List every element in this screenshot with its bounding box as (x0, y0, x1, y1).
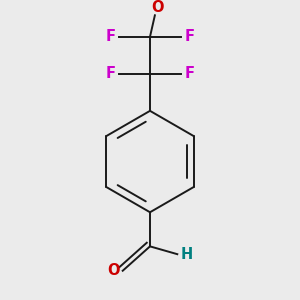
Text: H: H (180, 247, 193, 262)
Text: O: O (152, 0, 164, 15)
Text: F: F (106, 29, 116, 44)
Text: F: F (184, 66, 194, 81)
Text: F: F (106, 66, 116, 81)
Text: F: F (184, 29, 194, 44)
Text: O: O (107, 263, 120, 278)
